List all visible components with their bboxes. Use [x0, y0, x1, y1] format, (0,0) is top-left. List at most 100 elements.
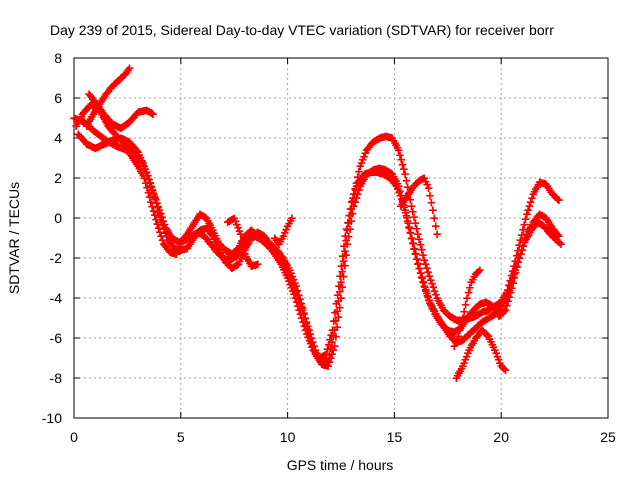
data-point: +: [270, 246, 279, 263]
data-point: +: [331, 312, 340, 329]
data-point: +: [233, 246, 242, 263]
data-point: +: [399, 194, 408, 211]
data-point: +: [502, 298, 511, 315]
data-point: +: [396, 198, 405, 215]
data-point: +: [372, 164, 381, 181]
data-point: +: [147, 105, 156, 122]
data-point: +: [219, 249, 228, 266]
data-point: +: [510, 270, 519, 287]
data-point: +: [353, 169, 362, 186]
data-point: +: [104, 83, 113, 100]
data-point: +: [123, 142, 132, 159]
data-point: +: [217, 248, 226, 265]
data-point: +: [156, 206, 165, 223]
data-point: +: [474, 327, 483, 344]
data-point: +: [417, 171, 426, 188]
data-point: +: [161, 238, 170, 255]
data-point: +: [283, 218, 292, 235]
data-point: +: [143, 180, 152, 197]
data-point: +: [512, 248, 521, 265]
data-point: +: [425, 268, 434, 285]
data-point: +: [392, 178, 401, 195]
data-point: +: [552, 190, 561, 207]
data-point: +: [402, 190, 411, 207]
data-point: +: [142, 164, 151, 181]
data-point: +: [280, 252, 289, 269]
data-point: +: [101, 107, 110, 124]
data-point: +: [201, 230, 210, 247]
data-point: +: [301, 310, 310, 327]
data-point: +: [469, 302, 478, 319]
data-point: +: [370, 164, 379, 181]
data-point: +: [160, 221, 169, 238]
data-point: +: [91, 94, 100, 111]
data-point: +: [132, 105, 141, 122]
data-point: +: [428, 298, 437, 315]
data-point: +: [232, 258, 241, 275]
series-track-5: ++++++++++++++++++++++++++++++++++++++++…: [85, 86, 158, 137]
data-point: +: [134, 144, 143, 161]
data-point: +: [278, 252, 287, 269]
data-point: +: [388, 130, 397, 147]
data-point: +: [117, 70, 126, 87]
data-point: +: [312, 348, 321, 365]
data-point: +: [530, 212, 539, 229]
data-point: +: [491, 302, 500, 319]
data-point: +: [492, 345, 501, 362]
y-tick-label: 6: [54, 90, 62, 106]
data-point: +: [285, 215, 294, 232]
data-point: +: [147, 178, 156, 195]
data-point: +: [481, 326, 490, 343]
data-point: +: [537, 174, 546, 191]
data-point: +: [535, 174, 544, 191]
data-point: +: [554, 192, 563, 209]
data-point: +: [102, 132, 111, 149]
data-point: +: [109, 77, 118, 94]
data-point: +: [501, 362, 510, 379]
data-point: +: [282, 260, 291, 277]
data-point: +: [164, 242, 173, 259]
data-point: +: [255, 230, 264, 247]
data-point: +: [93, 100, 102, 117]
data-point: +: [251, 257, 260, 274]
data-point: +: [136, 163, 145, 180]
data-point: +: [409, 178, 418, 195]
data-point: +: [487, 297, 496, 314]
data-point: +: [485, 331, 494, 348]
data-point: +: [458, 318, 467, 335]
data-point: +: [72, 111, 81, 128]
data-point: +: [416, 172, 425, 189]
data-point: +: [103, 84, 112, 101]
data-point: +: [124, 62, 133, 79]
data-point: +: [471, 330, 480, 347]
data-point: +: [387, 172, 396, 189]
data-point: +: [439, 302, 448, 319]
data-point: +: [262, 235, 271, 252]
data-point: +: [238, 248, 247, 265]
data-point: +: [139, 103, 148, 120]
data-point: +: [117, 120, 126, 137]
data-point: +: [105, 119, 114, 136]
data-point: +: [473, 298, 482, 315]
data-point: +: [488, 300, 497, 317]
data-point: +: [445, 322, 454, 339]
data-point: +: [228, 260, 237, 277]
x-tick-label: 25: [600, 429, 616, 445]
data-point: +: [305, 326, 314, 343]
data-point: +: [342, 221, 351, 238]
data-point: +: [420, 170, 429, 187]
data-point: +: [414, 226, 423, 243]
data-point: +: [252, 225, 261, 242]
data-point: +: [443, 324, 452, 341]
data-point: +: [135, 160, 144, 177]
data-point: +: [397, 188, 406, 205]
data-point: +: [231, 249, 240, 266]
data-point: +: [127, 148, 136, 165]
data-point: +: [85, 137, 94, 154]
data-point: +: [229, 259, 238, 276]
data-point: +: [420, 278, 429, 295]
data-point: +: [293, 282, 302, 299]
data-point: +: [107, 80, 116, 97]
data-point: +: [531, 217, 540, 234]
data-point: +: [338, 264, 347, 281]
